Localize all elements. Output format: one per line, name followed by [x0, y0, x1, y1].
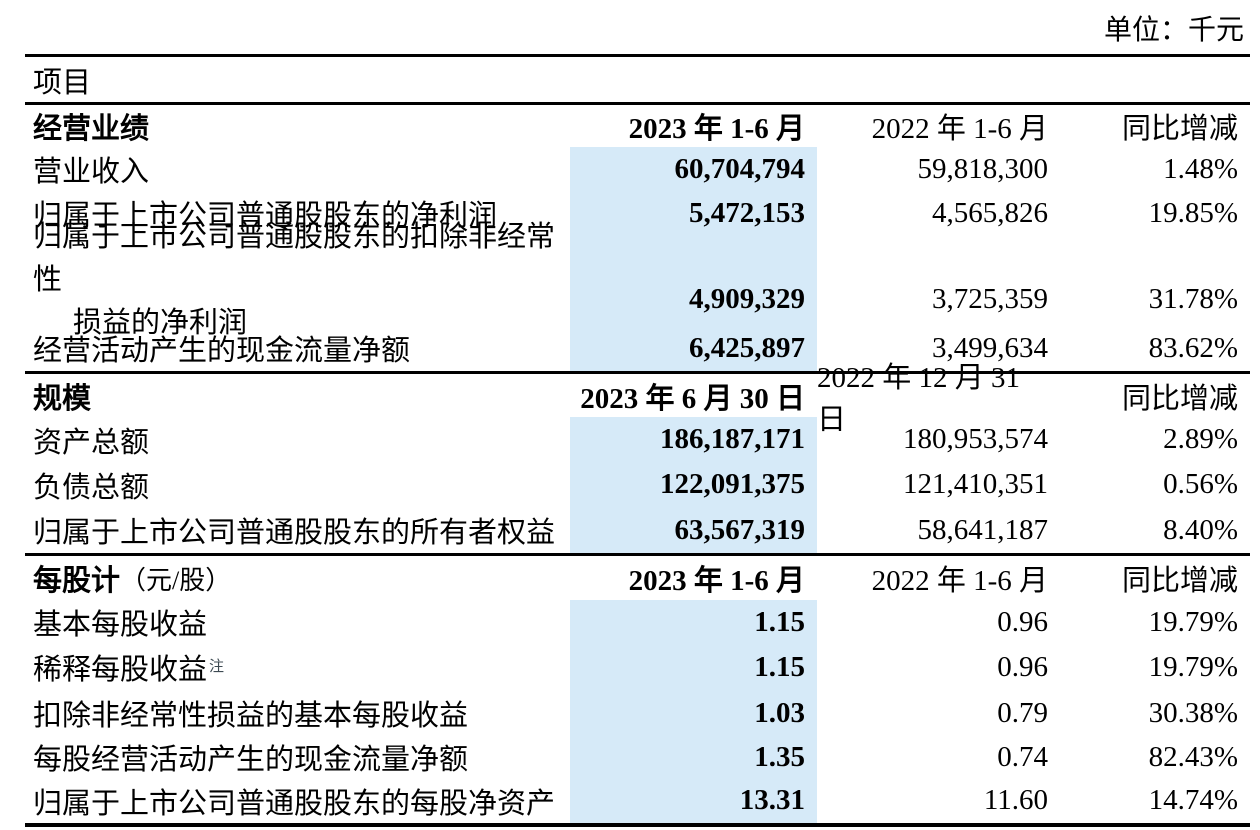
col-header-2022: 2022 年 12 月 31 日 [817, 361, 1021, 436]
col-header-2022: 2022 年 1-6 月 [871, 565, 1048, 597]
col-header-2023: 2023 年 1-6 月 [628, 113, 805, 145]
section-title-main: 每股计 [33, 565, 121, 597]
table-row: 基本每股收益 1.15 0.96 19.79% [25, 600, 1250, 644]
value-2022: 0.96 [997, 650, 1048, 683]
row-label: 经营活动产生的现金流量净额 [33, 335, 411, 367]
section-header-scale: 规模 2023 年 6 月 30 日 2022 年 12 月 31 日 同比增减 [25, 361, 1250, 436]
col-header-change: 同比增减 [1121, 382, 1238, 415]
value-2023: 13.31 [570, 778, 817, 823]
col-header-2022: 2022 年 1-6 月 [871, 113, 1048, 145]
col-header-2023: 2023 年 6 月 30 日 [580, 382, 805, 415]
table-row: 归属于上市公司普通股股东的扣除非经常性 损益的净利润 4,909,329 3,7… [25, 221, 1250, 339]
section-title: 每股计 （元/股） [25, 556, 570, 600]
item-header-row: 项目 [25, 57, 1250, 102]
col-header-change: 同比增减 [1121, 113, 1238, 145]
value-2023: 1.35 [570, 736, 817, 778]
section-header-operating: 经营业绩 2023 年 1-6 月 2022 年 1-6 月 同比增减 [25, 105, 1250, 147]
value-2023: 1.15 [570, 600, 817, 644]
row-label: 营业收入 [33, 156, 150, 188]
value-2022: 3,499,634 [932, 331, 1048, 364]
value-2023: 5,472,153 [570, 191, 817, 235]
section-divider-rule [25, 371, 1250, 374]
row-label: 稀释每股收益注 [25, 644, 570, 690]
table-row: 归属于上市公司普通股股东的净利润 5,472,153 4,565,826 19.… [25, 191, 1250, 235]
table-top-rule [25, 54, 1250, 57]
col-header-change: 同比增减 [1121, 565, 1238, 597]
row-label-text: 稀释每股收益 [33, 654, 208, 686]
value-2023: 60,704,794 [570, 147, 817, 191]
value-change: 19.79% [1148, 605, 1238, 638]
value-change: 1.48% [1163, 152, 1238, 185]
row-label-line2: 损益的净利润 [73, 306, 248, 339]
row-label: 归属于上市公司普通股股东的所有者权益 [33, 517, 556, 549]
row-label: 扣除非经常性损益的基本每股收益 [33, 700, 469, 732]
col-header-2023: 2023 年 1-6 月 [628, 565, 805, 597]
table-bottom-rule [25, 823, 1250, 827]
row-label: 资产总额 [33, 426, 150, 459]
section-title: 规模 [33, 382, 92, 415]
table-row: 负债总额 122,091,375 121,410,351 0.56% [25, 462, 1250, 507]
table-row: 营业收入 60,704,794 59,818,300 1.48% [25, 147, 1250, 191]
row-label-line1: 归属于上市公司普通股股东的扣除非经常性 [33, 220, 556, 296]
row-label: 归属于上市公司普通股股东的净利润 [33, 200, 498, 232]
financial-summary-table: 单位：千元 项目 经营业绩 2023 年 1-6 月 2022 年 1-6 月 … [25, 0, 1250, 827]
value-2022: 0.96 [997, 605, 1048, 638]
value-2022: 0.74 [997, 740, 1048, 773]
section-divider-rule [25, 553, 1250, 556]
table-row: 资产总额 186,187,171 180,953,574 2.89% [25, 417, 1250, 462]
value-change: 2.89% [1163, 423, 1238, 455]
value-change: 83.62% [1148, 331, 1238, 364]
value-change: 19.79% [1148, 650, 1238, 683]
value-2022: 0.79 [997, 696, 1048, 729]
row-label: 每股经营活动产生的现金流量净额 [33, 744, 469, 776]
item-header-label: 项目 [33, 66, 92, 99]
table-row: 经营活动产生的现金流量净额 6,425,897 3,499,634 83.62% [25, 325, 1250, 371]
value-change: 8.40% [1163, 513, 1238, 546]
value-2022: 121,410,351 [903, 468, 1048, 500]
value-2023: 1.03 [570, 690, 817, 736]
row-label: 归属于上市公司普通股股东的每股净资产 [33, 787, 556, 820]
unit-label: 单位：千元 [1103, 15, 1244, 46]
value-change: 30.38% [1148, 696, 1238, 729]
value-change: 0.56% [1163, 468, 1238, 500]
value-2022: 11.60 [983, 784, 1048, 816]
value-2023: 122,091,375 [570, 462, 817, 507]
section-header-per-share: 每股计 （元/股） 2023 年 1-6 月 2022 年 1-6 月 同比增减 [25, 556, 1250, 600]
row-label: 负债总额 [33, 471, 150, 504]
value-2023: 6,425,897 [570, 325, 817, 371]
value-2023: 4,909,329 [570, 235, 817, 325]
value-change: 31.78% [1148, 283, 1238, 315]
value-2023: 1.15 [570, 644, 817, 690]
value-change: 19.85% [1148, 196, 1238, 229]
section-title: 经营业绩 [33, 113, 150, 145]
section-title-suffix: （元/股） [120, 565, 232, 595]
value-2022: 4,565,826 [932, 196, 1048, 229]
header-divider-rule [25, 102, 1250, 105]
value-2022: 59,818,300 [917, 152, 1049, 185]
value-2022: 58,641,187 [917, 513, 1049, 546]
table-row: 扣除非经常性损益的基本每股收益 1.03 0.79 30.38% [25, 690, 1250, 736]
row-label: 基本每股收益 [33, 609, 208, 641]
table-row: 归属于上市公司普通股股东的所有者权益 63,567,319 58,641,187… [25, 507, 1250, 553]
table-row: 每股经营活动产生的现金流量净额 1.35 0.74 82.43% [25, 736, 1250, 778]
value-change: 82.43% [1148, 740, 1238, 773]
value-change: 14.74% [1148, 784, 1238, 816]
value-2022: 3,725,359 [932, 283, 1048, 315]
table-row: 归属于上市公司普通股股东的每股净资产 13.31 11.60 14.74% [25, 778, 1250, 823]
value-2023: 63,567,319 [570, 507, 817, 553]
row-label: 归属于上市公司普通股股东的扣除非经常性 损益的净利润 [25, 221, 570, 339]
value-2022: 180,953,574 [903, 423, 1048, 455]
table-row: 稀释每股收益注 1.15 0.96 19.79% [25, 644, 1250, 690]
value-2023: 186,187,171 [570, 417, 817, 462]
